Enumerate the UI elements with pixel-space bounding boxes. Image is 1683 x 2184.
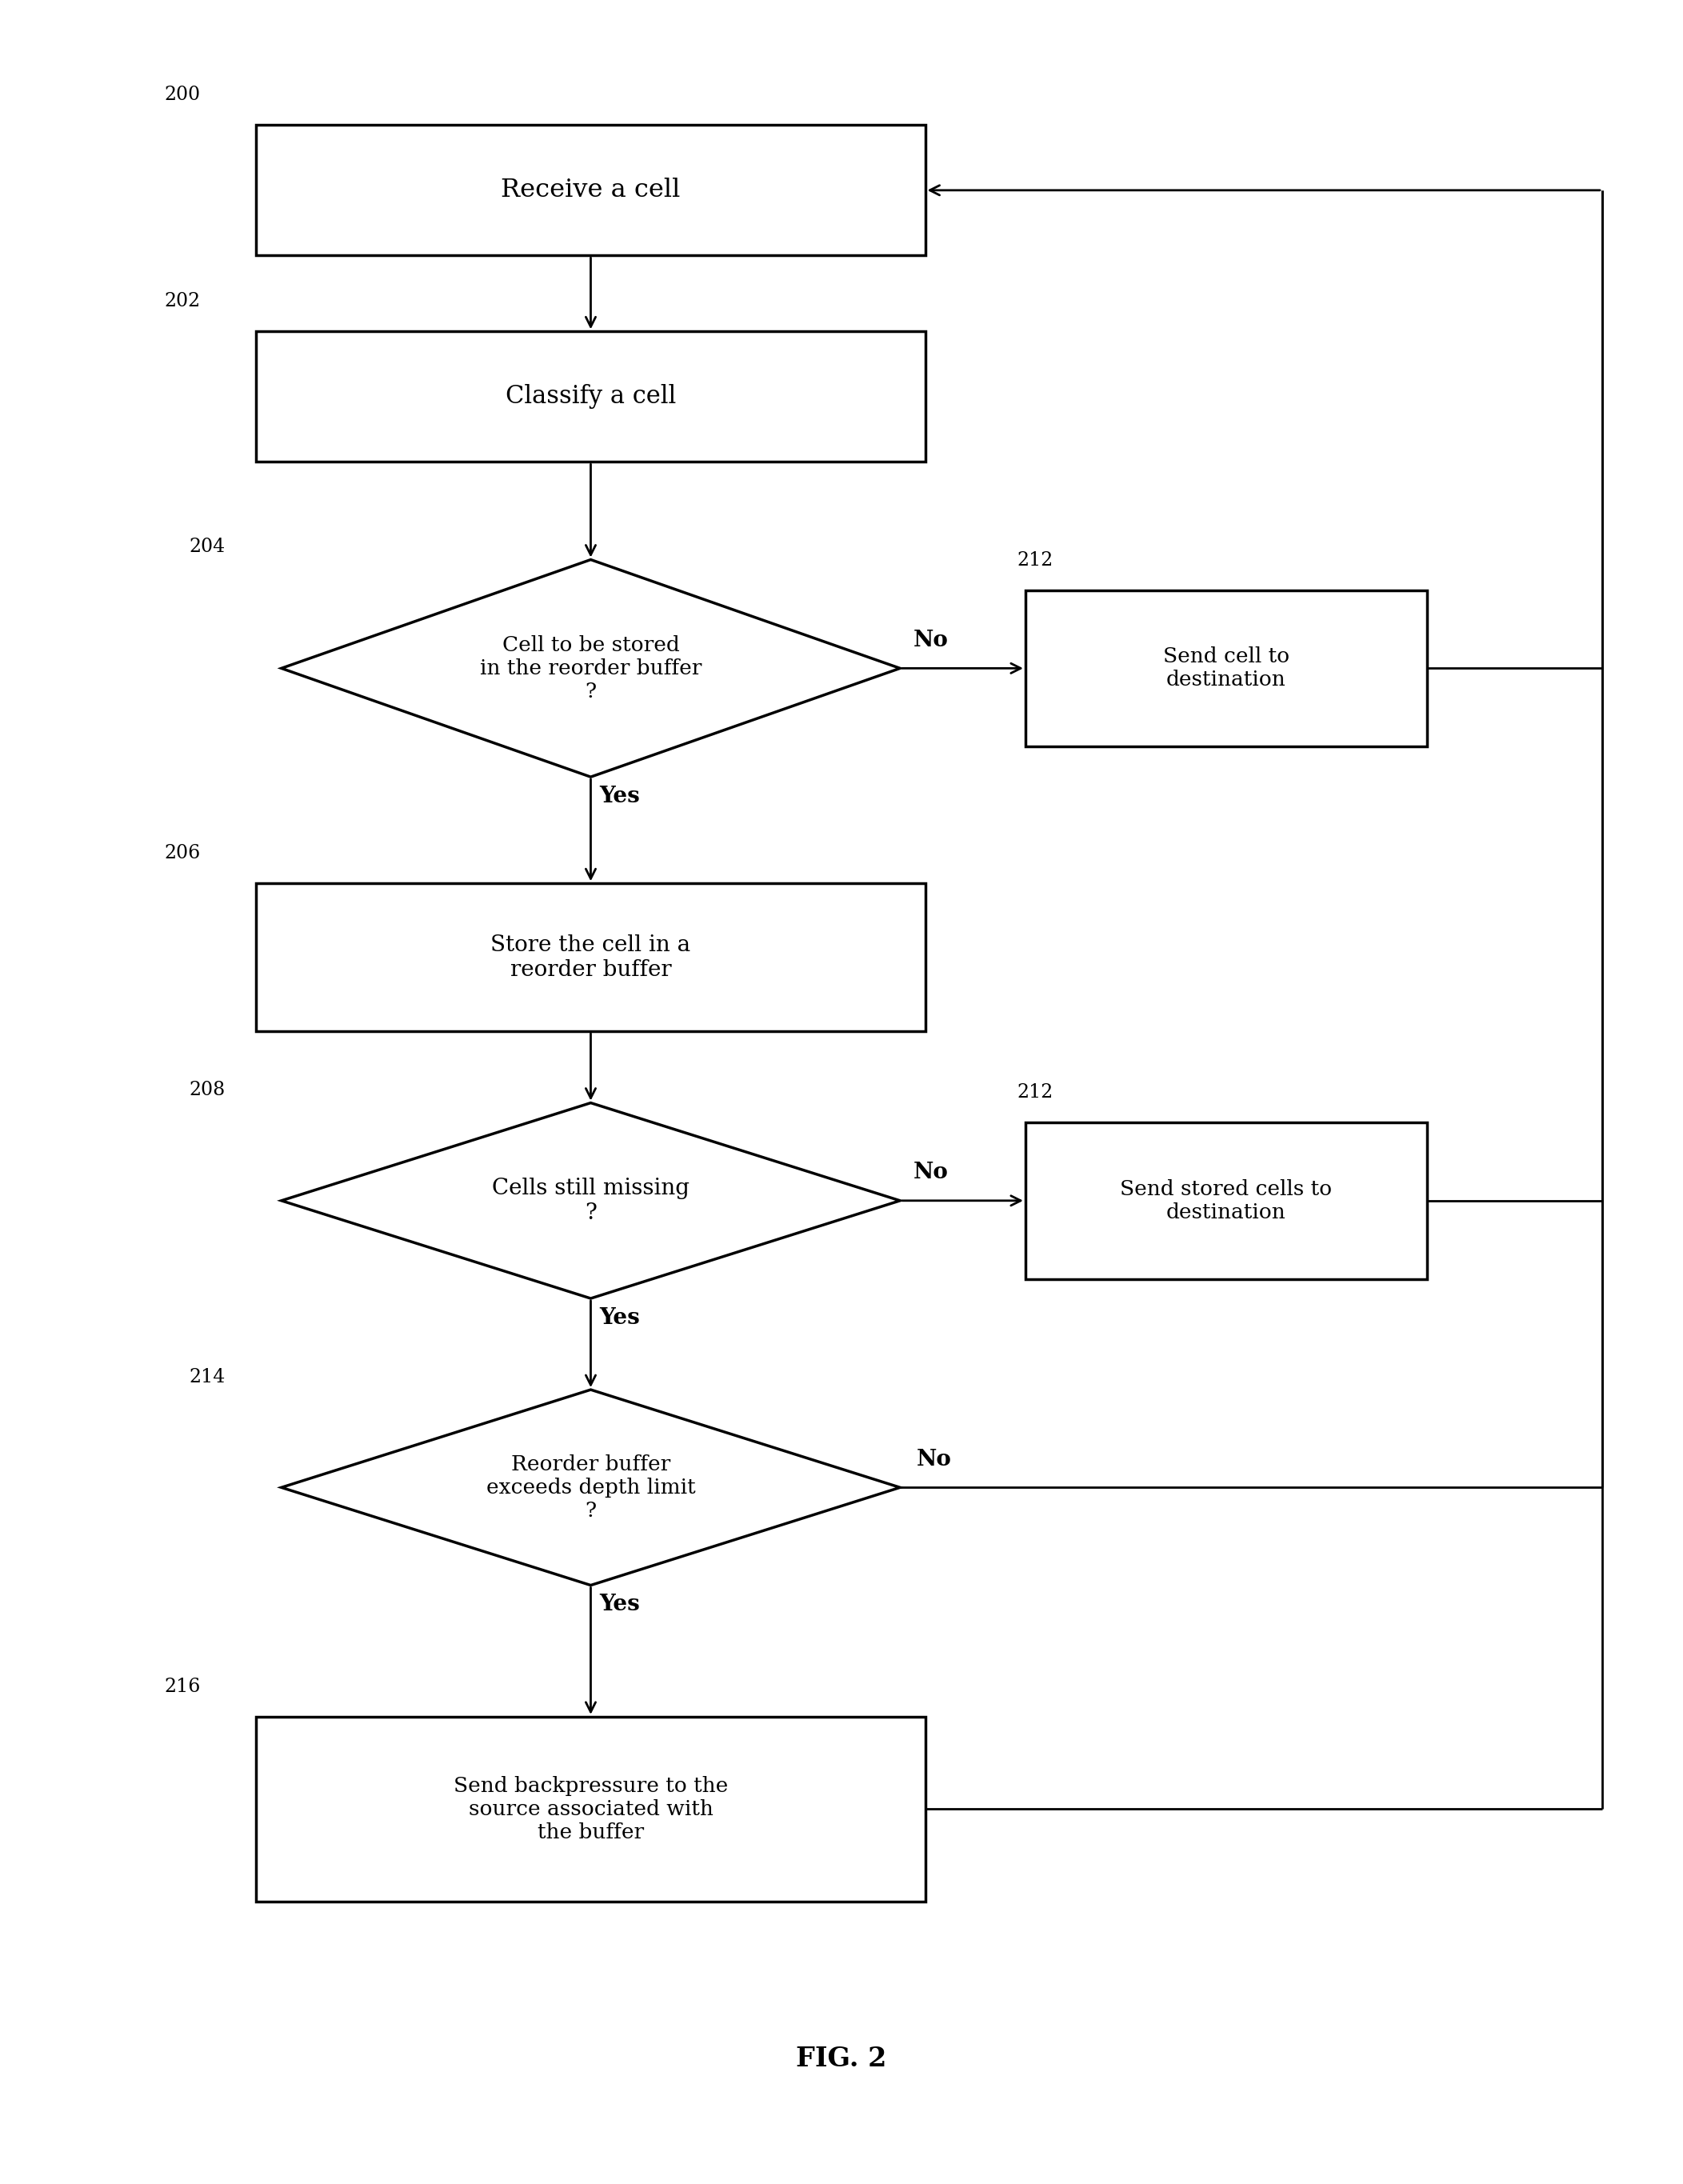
Text: Send cell to
destination: Send cell to destination xyxy=(1163,646,1289,690)
Text: 206: 206 xyxy=(165,845,200,863)
Text: 216: 216 xyxy=(165,1677,200,1697)
Text: 212: 212 xyxy=(1017,1083,1054,1101)
Text: No: No xyxy=(917,1448,953,1470)
FancyBboxPatch shape xyxy=(256,124,926,256)
Text: Receive a cell: Receive a cell xyxy=(502,177,680,203)
Text: Store the cell in a
reorder buffer: Store the cell in a reorder buffer xyxy=(491,935,690,981)
Text: Send backpressure to the
source associated with
the buffer: Send backpressure to the source associat… xyxy=(453,1776,729,1843)
Text: Cells still missing
?: Cells still missing ? xyxy=(491,1177,690,1223)
Text: 202: 202 xyxy=(165,293,200,310)
Text: Reorder buffer
exceeds depth limit
?: Reorder buffer exceeds depth limit ? xyxy=(486,1455,695,1520)
Text: Yes: Yes xyxy=(599,786,640,808)
Text: No: No xyxy=(914,629,949,651)
Text: 200: 200 xyxy=(165,85,200,105)
FancyBboxPatch shape xyxy=(256,882,926,1031)
Text: 204: 204 xyxy=(190,537,226,557)
Text: FIG. 2: FIG. 2 xyxy=(796,2046,887,2073)
FancyBboxPatch shape xyxy=(256,1717,926,1902)
Text: 208: 208 xyxy=(190,1081,226,1099)
Text: Classify a cell: Classify a cell xyxy=(505,384,677,408)
Text: Yes: Yes xyxy=(599,1306,640,1328)
FancyBboxPatch shape xyxy=(1025,1123,1427,1280)
Polygon shape xyxy=(281,559,900,778)
Text: 212: 212 xyxy=(1017,550,1054,570)
FancyBboxPatch shape xyxy=(1025,590,1427,747)
Text: 214: 214 xyxy=(190,1367,226,1387)
Text: Cell to be stored
in the reorder buffer
?: Cell to be stored in the reorder buffer … xyxy=(480,636,702,701)
Text: Yes: Yes xyxy=(599,1594,640,1616)
FancyBboxPatch shape xyxy=(256,332,926,461)
Text: Send stored cells to
destination: Send stored cells to destination xyxy=(1119,1179,1331,1223)
Text: No: No xyxy=(914,1162,949,1184)
Polygon shape xyxy=(281,1103,900,1299)
Polygon shape xyxy=(281,1389,900,1586)
